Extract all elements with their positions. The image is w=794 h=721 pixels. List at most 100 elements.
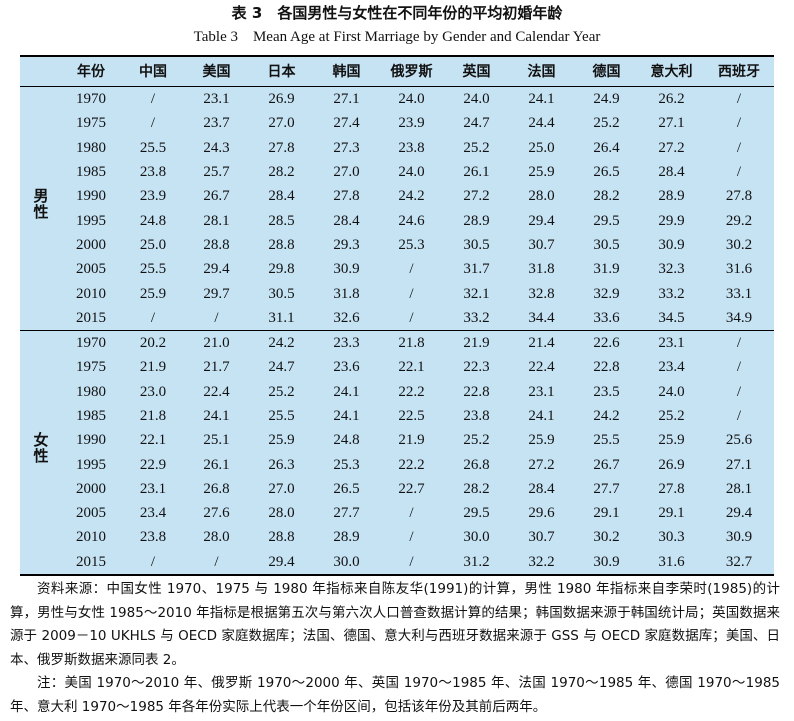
value-cell: 27.8 [333,188,360,205]
value-cell: 28.1 [725,480,753,497]
value-cell: 21.9 [463,335,490,352]
value-cell: 34.5 [639,305,704,331]
value-cell: 28.2 [593,188,620,205]
value-cell: 25.5 [139,139,167,156]
header-cell: 意大利 [639,55,704,87]
value-cell: 22.8 [463,383,490,400]
value-cell: 28.0 [528,188,555,205]
value-cell: 22.2 [398,456,425,473]
value-cell: 30.0 [314,549,379,576]
value-cell: 27.7 [593,480,620,497]
table-body: 男性 1970 / 23.1 26.9 27.1 24.0 24.0 24.1 24.9 26.2 /… [20,86,774,576]
value-cell: 23.9 [398,115,425,132]
value-cell: 30.7 [528,529,555,546]
value-cell: 27.7 [333,505,360,522]
value-cell: 25.2 [268,383,295,400]
value-cell: 23.8 [139,529,167,546]
year-cell: 2005 [76,505,106,522]
year-cell: 1975 [76,359,106,376]
value-cell: 28.4 [528,480,555,497]
table-row: 2000 23.1 26.8 27.0 26.5 22.7 28.2 28.4 27.7 27.8… [20,476,774,502]
value-cell: 28.9 [658,188,685,205]
value-cell: 21.4 [528,335,555,352]
table-row: 1985 23.8 25.7 28.2 27.0 24.0 26.1 25.9 26.5 28.4… [20,159,774,185]
year-cell: 2015 [60,305,122,331]
value-cell: 30.5 [593,236,620,253]
value-cell: 24.7 [463,115,490,132]
value-cell: 23.4 [658,359,685,376]
value-cell: 23.1 [203,91,230,108]
value-cell: 23.6 [333,359,360,376]
value-cell: 23.0 [139,383,167,400]
value-cell: 30.5 [268,285,295,302]
value-cell: 27.3 [333,139,360,156]
value-cell: / [736,164,742,181]
value-cell: 26.2 [658,91,685,108]
value-cell: 22.1 [398,359,425,376]
value-cell: 28.2 [268,164,295,181]
value-cell: 25.3 [333,456,360,473]
value-cell: 26.5 [593,164,620,181]
value-cell: 28.1 [203,212,230,229]
year-cell: 1985 [76,164,106,181]
value-cell: 31.7 [463,261,490,278]
value-cell: 22.4 [528,359,555,376]
value-cell: 32.6 [314,305,379,331]
value-cell: 32.3 [658,261,685,278]
value-cell: 26.8 [203,480,230,497]
table-row: 1985 21.8 24.1 25.5 24.1 22.5 23.8 24.1 24.2 25.2… [20,403,774,429]
value-cell: 25.6 [725,432,753,449]
gender-label-male: 男性 [20,86,60,331]
value-cell: 32.2 [509,549,574,576]
table-title-english: Table 3 Mean Age at First Marriage by Ge… [193,29,601,45]
value-cell: 24.9 [593,91,620,108]
table-row: 2010 23.8 28.0 28.8 28.9 / 30.0 30.7 30.2 30.3 30.… [20,525,774,550]
value-cell: 22.7 [398,480,425,497]
header-cell: 美国 [184,55,249,87]
value-cell: / [736,383,742,400]
table-row: 1995 22.9 26.1 26.3 25.3 22.2 26.8 27.2 26.7 26.9… [20,452,774,477]
table-row: 男性 1970 / 23.1 26.9 27.1 24.0 24.0 24.1 24.9 26.2 / [20,86,774,331]
value-cell: 23.8 [139,164,167,181]
value-cell: 24.2 [593,408,620,424]
value-cell: 34.9 [704,305,774,331]
value-cell: 30.7 [528,236,555,253]
value-cell: 30.9 [574,549,639,576]
value-cell: 29.5 [593,212,620,229]
value-cell: 32.7 [704,549,774,576]
value-cell: 20.2 [139,335,167,352]
table-row: 2005 23.4 27.6 28.0 27.7 / 29.5 29.6 29.1 29.1 29.… [20,501,774,526]
value-cell: 24.0 [398,91,425,108]
value-cell: 28.4 [268,188,295,205]
value-cell: 24.8 [139,212,167,229]
value-cell: / [409,529,414,546]
value-cell: / [409,505,414,522]
value-cell: 27.1 [333,91,360,108]
table-row: 2015//31.1 32.6/33.2 34.4 33.6 34.5 34.9 [20,305,774,331]
value-cell: 28.4 [658,164,685,181]
value-cell: 32.1 [463,285,490,302]
value-cell: 23.1 [139,480,167,497]
marriage-age-table: 年份 中国 美国 日本 韩国 俄罗斯 英国 法国 德国 意大利 西班牙 男性 19… [20,55,774,576]
value-cell: 25.2 [593,115,620,132]
value-cell: 23.1 [658,335,685,352]
table-row: 1975 / 23.7 27.0 27.4 23.9 24.7 24.4 25.2 27.1 / [20,111,774,136]
value-cell: 29.4 [249,549,314,576]
table-notes: 资料来源：中国女性 1970、1975 与 1980 年指标来自陈友华(1991… [10,578,780,719]
value-cell: 24.1 [528,91,555,108]
value-cell: 21.7 [203,359,230,376]
value-cell: / [150,91,156,108]
value-cell: 28.0 [268,505,295,522]
value-cell: 26.7 [593,456,620,473]
value-cell: 29.2 [725,212,753,229]
gender-label-text: 女性 [31,432,50,465]
value-cell: 23.3 [333,335,360,352]
value-cell: / [184,305,249,331]
table-row: 2000 25.0 28.8 28.8 29.3 25.3 30.5 30.7 30.5 30.9… [20,232,774,258]
table-row: 2005 25.5 29.4 29.8 30.9 / 31.7 31.8 31.9 32.3 31.… [20,257,774,282]
value-cell: 24.0 [658,383,685,400]
table-row: 1990 22.1 25.1 25.9 24.8 21.9 25.2 25.9 25.5 25.9… [20,428,774,453]
value-cell: 24.3 [203,139,230,156]
value-cell: 25.7 [203,164,230,181]
value-cell: 33.6 [574,305,639,331]
